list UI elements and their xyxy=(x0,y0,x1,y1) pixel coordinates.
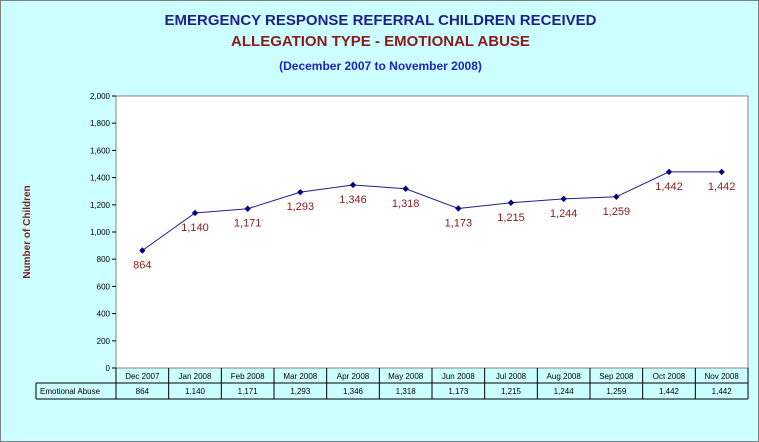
data-point-marker xyxy=(718,168,725,176)
data-label: 1,318 xyxy=(392,198,420,210)
chart-subtitle: ALLEGATION TYPE - EMOTIONAL ABUSE xyxy=(231,33,530,50)
y-tick-label: 800 xyxy=(97,255,111,264)
table-cell: 1,171 xyxy=(238,387,259,396)
x-tick-label: Dec 2007 xyxy=(125,372,160,381)
data-point-marker xyxy=(402,185,409,192)
data-label: 1,171 xyxy=(234,218,262,230)
chart-period: (December 2007 to November 2008) xyxy=(279,59,482,73)
x-tick-label: May 2008 xyxy=(388,372,424,381)
data-point-marker xyxy=(297,188,304,196)
y-tick-label: 1,200 xyxy=(90,201,111,210)
table-cell: 1,244 xyxy=(554,387,575,396)
table-cell: 1,442 xyxy=(712,387,733,396)
data-point-marker xyxy=(613,193,620,200)
x-tick-label: Aug 2008 xyxy=(547,372,582,381)
series-emotional-abuse: 864 1,140 1,171 1,293 1,346 1,318 1,173 1,215 1,… xyxy=(133,168,736,271)
x-tick-label: Jan 2008 xyxy=(179,372,212,381)
data-point-marker xyxy=(139,247,146,254)
x-tick-label: Sep 2008 xyxy=(599,372,634,381)
series-line xyxy=(142,171,722,251)
y-tick-label: 1,800 xyxy=(90,119,111,128)
table-cell: 1,346 xyxy=(343,387,364,396)
data-point-marker xyxy=(665,168,673,176)
x-tick-label: Feb 2008 xyxy=(231,372,265,381)
y-tick-label: 2,000 xyxy=(90,92,111,101)
table-cell: 1,318 xyxy=(396,387,417,396)
x-tick-label: Oct 2008 xyxy=(653,372,686,381)
y-tick-label: 1,000 xyxy=(90,228,111,237)
data-label: 1,442 xyxy=(655,181,683,193)
x-tick-label: Mar 2008 xyxy=(283,372,317,381)
y-axis: 0 200 400 600 800 1,000 1,200 1,400 1,600 1,800 2,… xyxy=(90,92,116,373)
data-label: 864 xyxy=(133,259,151,271)
table-cell: 1,140 xyxy=(185,387,206,396)
data-point-marker xyxy=(349,181,357,189)
table-cell: 864 xyxy=(136,387,150,396)
x-tick-label: Nov 2008 xyxy=(705,372,740,381)
x-tick-label: Jun 2008 xyxy=(442,372,475,381)
y-tick-label: 0 xyxy=(106,364,111,373)
data-point-marker xyxy=(507,199,515,206)
chart-title: EMERGENCY RESPONSE REFERRAL CHILDREN REC… xyxy=(164,12,597,29)
y-axis-label: Number of Children xyxy=(22,185,33,278)
table-cell: 1,215 xyxy=(501,387,522,396)
data-label: 1,140 xyxy=(181,222,209,234)
data-label: 1,259 xyxy=(603,206,631,218)
table-cell: 1,442 xyxy=(659,387,680,396)
data-point-marker xyxy=(455,205,462,212)
table-cell: 1,259 xyxy=(606,387,627,396)
data-point-marker xyxy=(191,209,199,217)
table-cell: 1,293 xyxy=(290,387,311,396)
x-tick-label: Apr 2008 xyxy=(337,372,370,381)
x-tick-label: Jul 2008 xyxy=(496,372,527,381)
data-point-marker xyxy=(244,205,251,212)
data-label: 1,293 xyxy=(287,201,315,213)
y-tick-label: 200 xyxy=(97,337,111,346)
plot-area xyxy=(115,95,749,369)
data-point-marker xyxy=(560,195,567,203)
data-table: Dec 2007 Jan 2008 Feb 2008 Mar 2008 Apr 2008… xyxy=(35,368,749,400)
table-cell: 1,173 xyxy=(448,387,469,396)
y-tick-label: 400 xyxy=(97,310,111,319)
data-label: 1,442 xyxy=(708,181,736,193)
data-label: 1,244 xyxy=(550,208,578,220)
data-label: 1,173 xyxy=(445,217,473,229)
data-label: 1,346 xyxy=(339,194,367,206)
data-label: 1,215 xyxy=(497,212,525,224)
y-tick-label: 1,400 xyxy=(90,174,111,183)
table-series-name: Emotional Abuse xyxy=(40,387,101,396)
y-tick-label: 600 xyxy=(97,282,111,291)
y-tick-label: 1,600 xyxy=(90,146,111,155)
